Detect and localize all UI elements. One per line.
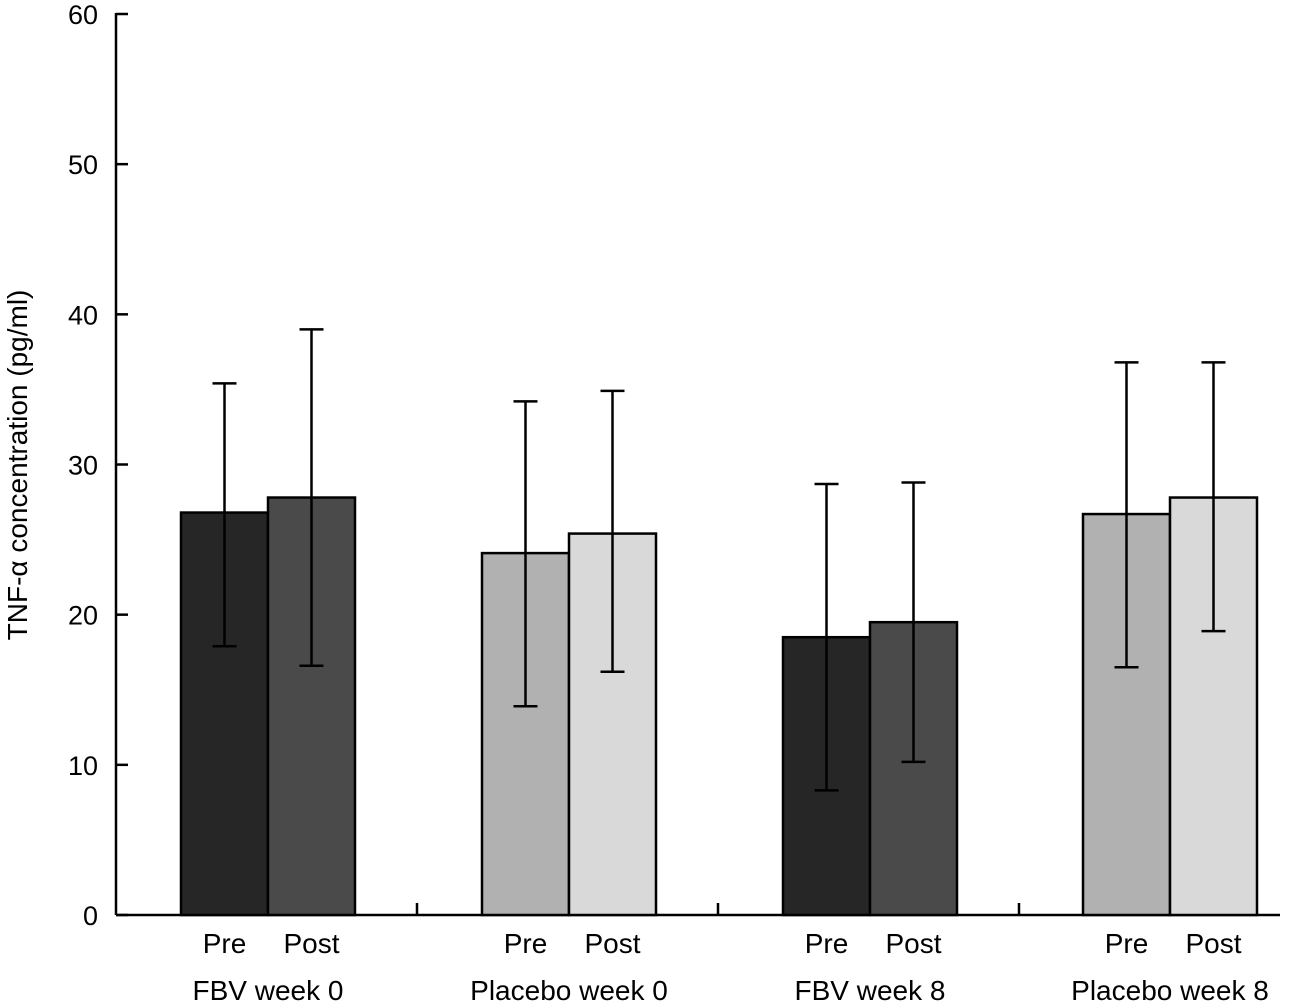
y-tick-label-30: 30 [68,451,98,481]
y-axis-label-group: TNF-α concentration (pg/ml) [2,290,33,641]
y-tick-label-40: 40 [68,300,98,330]
group-label-2: FBV week 8 [795,975,946,1003]
category-labels: Pre Post FBV week 0 Pre Post Placebo week 0 Pr… [193,928,1269,1003]
y-tick-label-20: 20 [68,601,98,631]
bar-label-2-pre: Pre [805,928,849,959]
y-axis-label: TNF-α concentration (pg/ml) [2,290,33,641]
bar-label-3-pre: Pre [1105,928,1149,959]
y-tick-label-10: 10 [68,751,98,781]
y-tick-label-0: 0 [83,901,98,931]
group-label-3: Placebo week 8 [1071,975,1269,1003]
y-tick-label-60: 60 [68,0,98,30]
bar-label-1-pre: Pre [504,928,548,959]
bar-label-2-post: Post [885,928,941,959]
group-label-0: FBV week 0 [193,975,344,1003]
bar-label-0-pre: Pre [203,928,247,959]
group-label-1: Placebo week 0 [470,975,668,1003]
y-tick-label-50: 50 [68,150,98,180]
bar-label-3-post: Post [1185,928,1241,959]
bar-label-0-post: Post [283,928,339,959]
error-bars [212,328,1226,792]
bar-label-1-post: Post [584,928,640,959]
bars [179,496,1259,917]
